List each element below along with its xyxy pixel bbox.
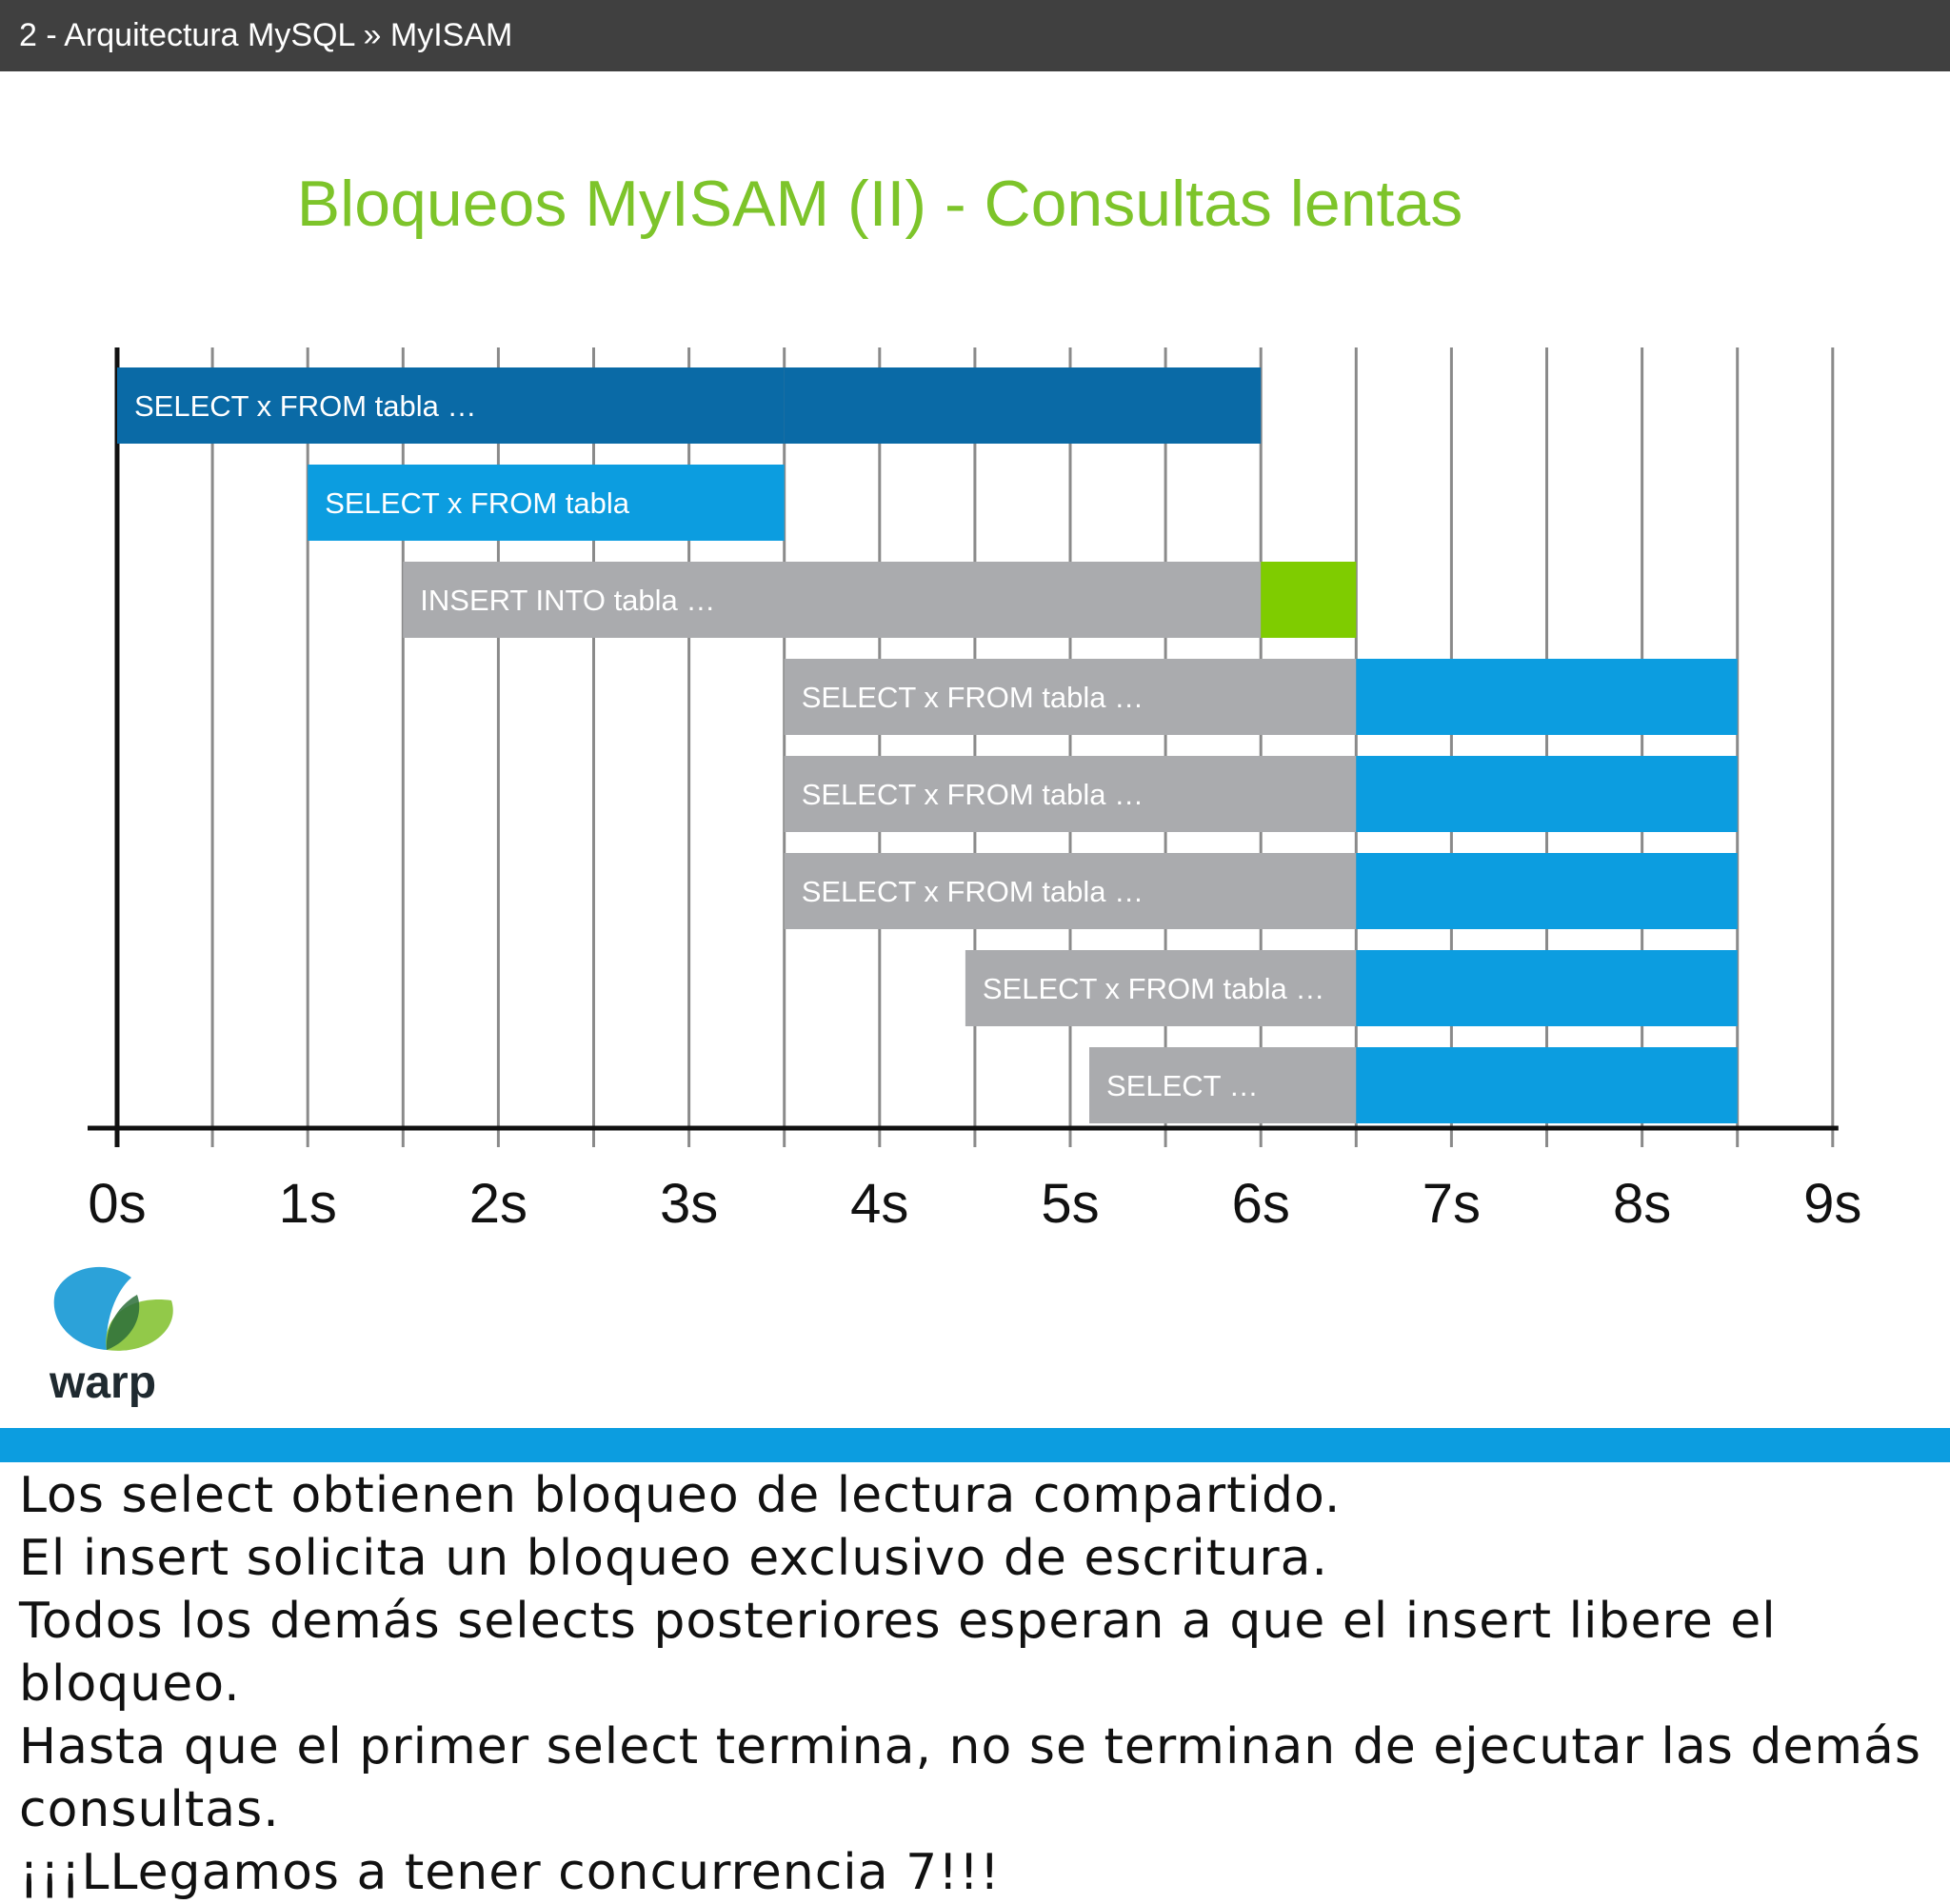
bar-label: SELECT x FROM tabla …: [134, 389, 476, 423]
logo-dark-leaf: [106, 1295, 140, 1350]
x-tick-label: 8s: [1613, 1173, 1671, 1235]
bar-label: SELECT x FROM tabla …: [802, 778, 1144, 811]
bar-segment-green: [1261, 562, 1357, 638]
logo-text: warp: [49, 1358, 156, 1408]
x-tick-label: 7s: [1423, 1173, 1481, 1235]
logo-blue-leaf: [53, 1266, 131, 1350]
bar-segment-light_blue: [1356, 950, 1738, 1026]
x-tick-label: 0s: [88, 1173, 146, 1235]
breadcrumb: 2 - Arquitectura MySQL » MyISAM: [0, 0, 1950, 71]
bar-segment-light_blue: [1356, 756, 1738, 832]
bar-segments: [117, 367, 1738, 1123]
note-line: ¡¡¡LLegamos a tener concurrencia 7!!!: [19, 1844, 1001, 1901]
bar-label: SELECT …: [1106, 1069, 1259, 1102]
bar-labels: SELECT x FROM tabla … SELECT x FROM tabla…: [134, 389, 1324, 1102]
bar-segment-gray: [784, 853, 1357, 929]
note-line: El insert solicita un bloqueo exclusivo …: [19, 1530, 1328, 1587]
bar-segment-light_blue: [1356, 659, 1738, 735]
bar-segment-gray: [784, 756, 1357, 832]
bar-label: SELECT x FROM tabla: [325, 486, 630, 520]
x-tick-label: 5s: [1041, 1173, 1099, 1235]
bar-segment-light_blue: [1356, 1047, 1738, 1123]
speaker-notes: Los select obtienen bloqueo de lectura c…: [19, 1464, 1933, 1904]
note-line: Hasta que el primer select termina, no s…: [19, 1718, 1921, 1838]
bar-segment-light_blue: [308, 465, 785, 541]
bar-label: SELECT x FROM tabla …: [983, 972, 1324, 1005]
x-tick-label: 6s: [1232, 1173, 1290, 1235]
bar-label: INSERT INTO tabla …: [420, 584, 715, 617]
x-tick-label: 9s: [1803, 1173, 1861, 1235]
bar-segment-gray: [403, 562, 1262, 638]
x-axis: 0s 1s 2s 3s 4s 5s 6s 7s 8s 9s: [88, 1125, 1861, 1235]
bar-label: SELECT x FROM tabla …: [802, 681, 1144, 714]
x-tick-label: 2s: [469, 1173, 527, 1235]
note-line: Los select obtienen bloqueo de lectura c…: [19, 1467, 1342, 1524]
divider-bar: [0, 1428, 1950, 1462]
bar-segment-light_blue: [1356, 853, 1738, 929]
bar-label: SELECT x FROM tabla …: [802, 875, 1144, 908]
bar-segment-dark_blue: [117, 367, 785, 444]
warp-logo: warp: [49, 1266, 173, 1408]
x-tick-label: 3s: [660, 1173, 718, 1235]
bar-segment-gray: [965, 950, 1357, 1026]
bar-segment-gray: [784, 659, 1357, 735]
bar-segment-gray: [1089, 1047, 1357, 1123]
slide-title: Bloqueos MyISAM (II) - Consultas lentas: [296, 168, 1463, 240]
gantt-chart: SELECT x FROM tabla … SELECT x FROM tabla…: [88, 347, 1861, 1235]
x-tick-label: 4s: [850, 1173, 908, 1235]
x-tick-label: 1s: [279, 1173, 337, 1235]
note-line: Todos los demás selects posteriores espe…: [19, 1593, 1777, 1713]
bar-segment-dark_blue: [784, 367, 1262, 444]
